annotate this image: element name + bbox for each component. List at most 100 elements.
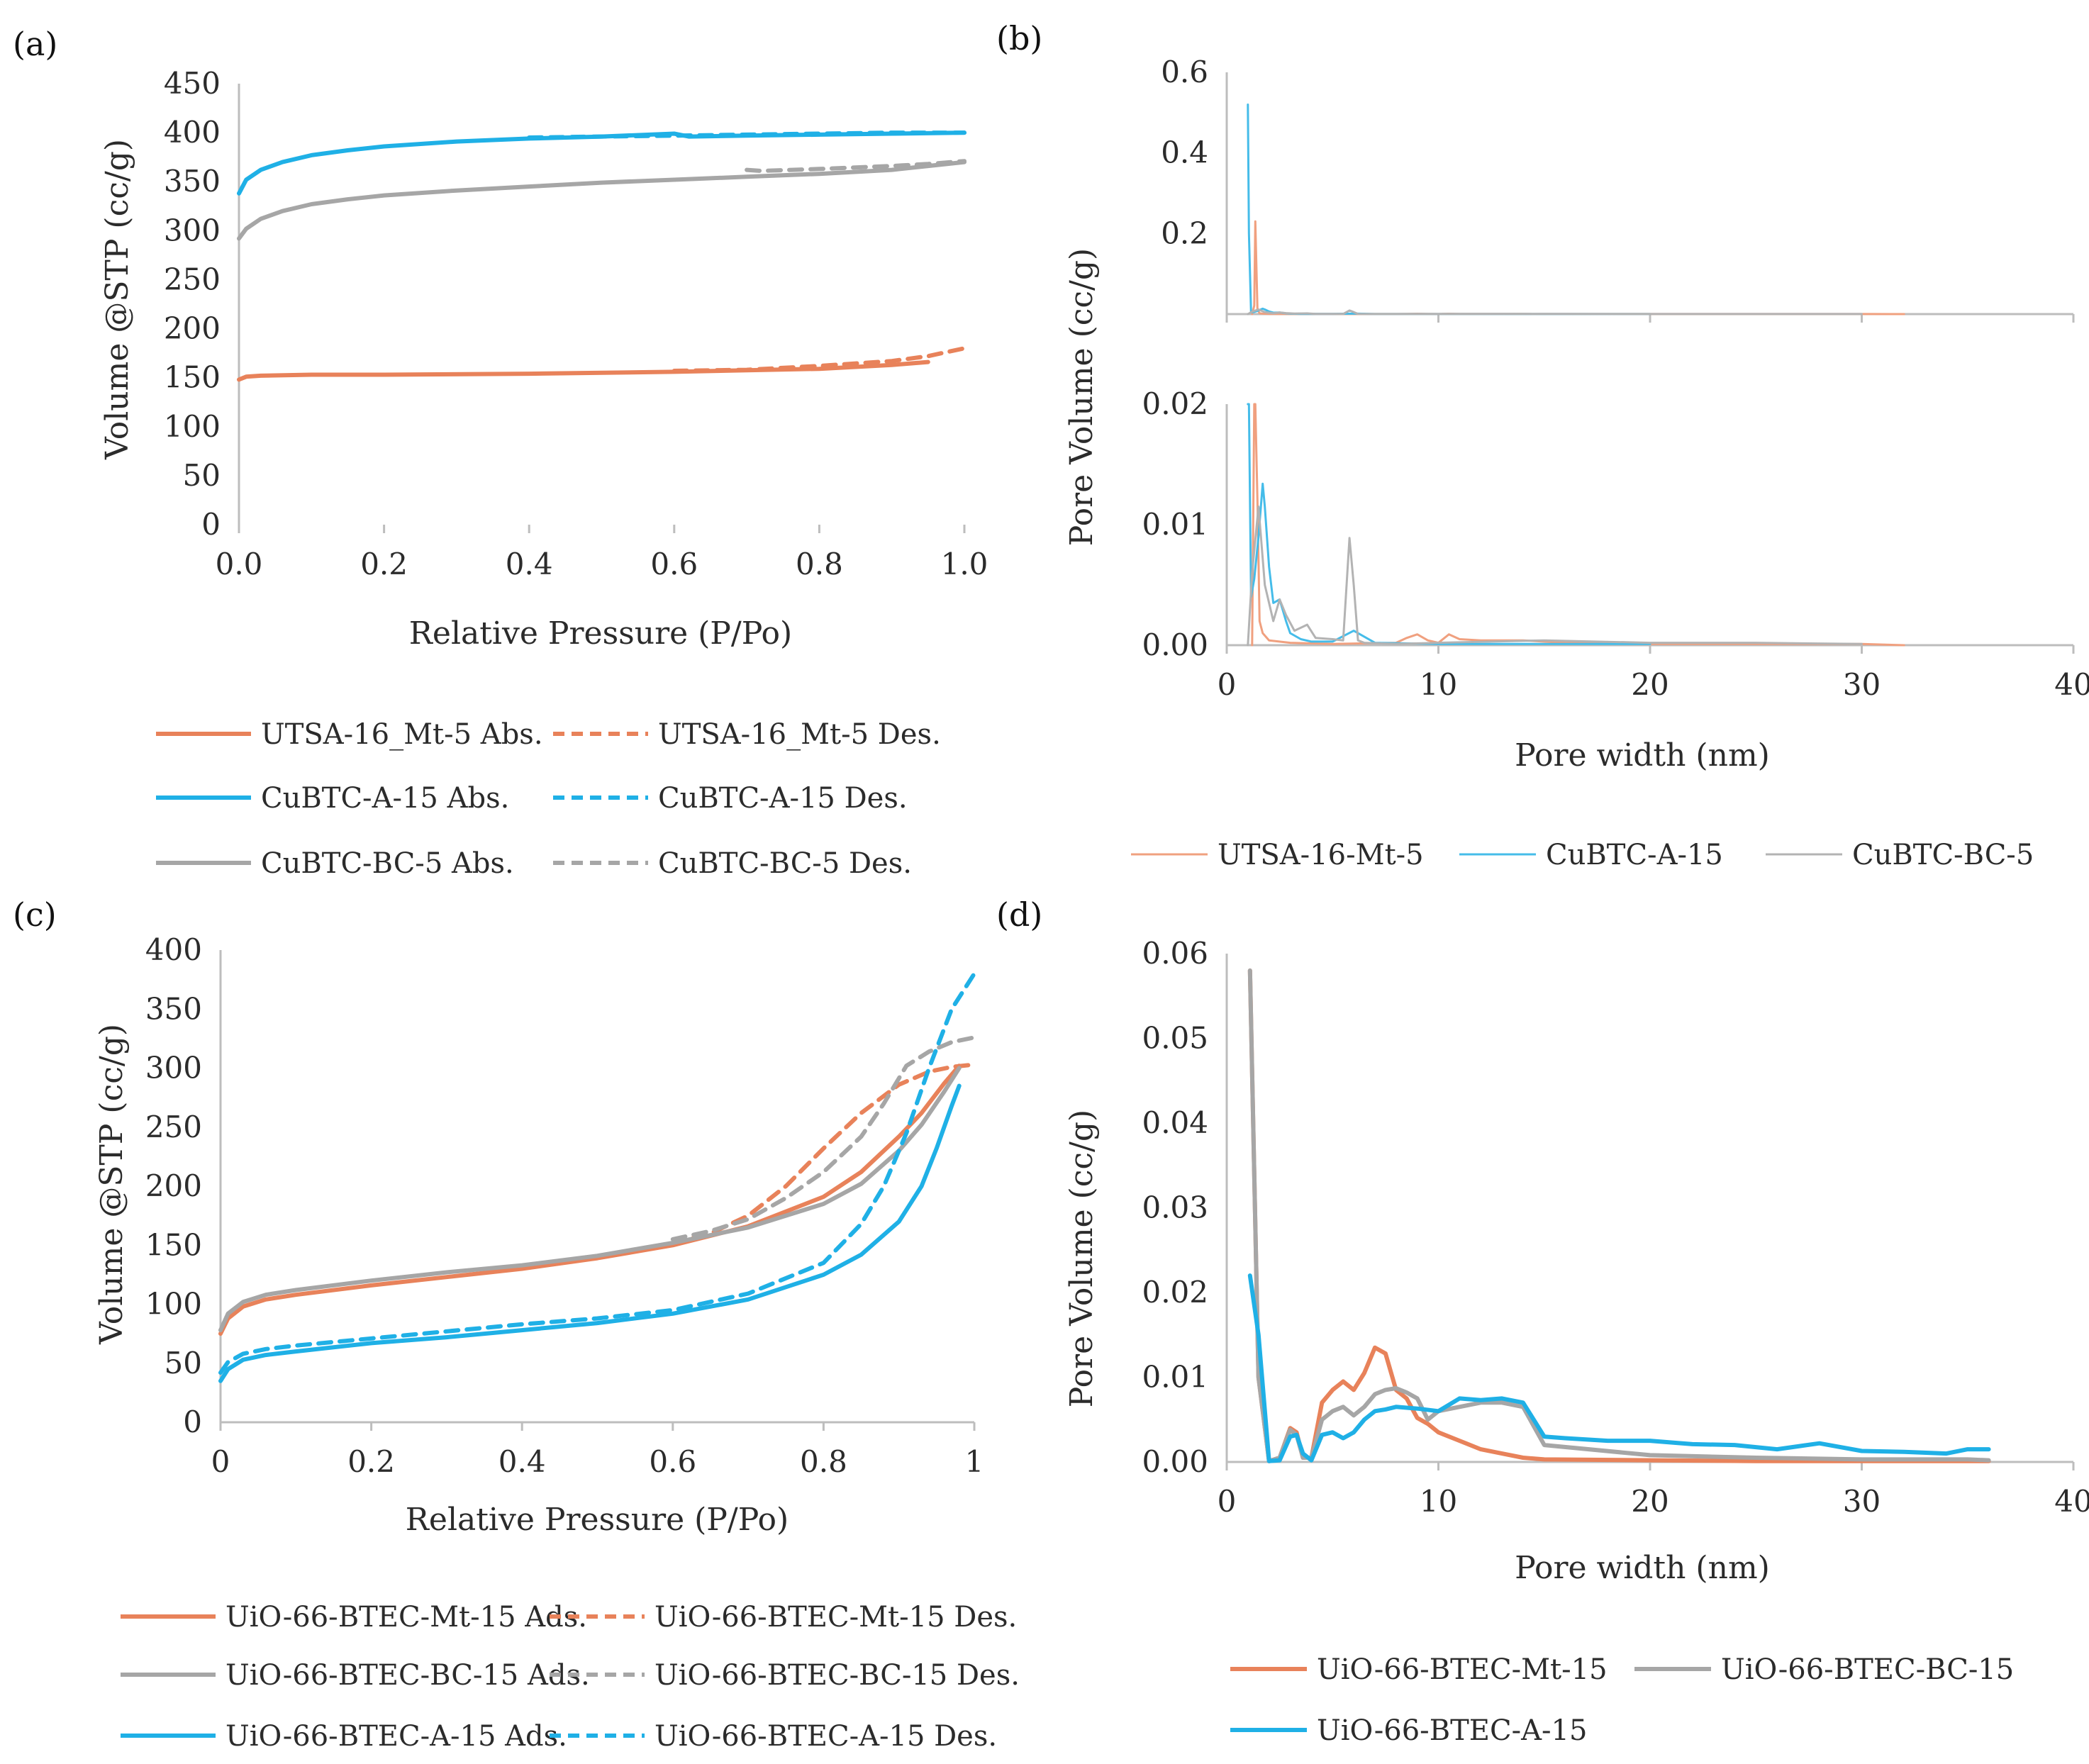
panel-b-upper-ytick-label: 0.2 (1161, 216, 1208, 250)
panel-a-xtick-label: 0.6 (650, 547, 698, 581)
panel-a-ytick-label: 0 (201, 507, 221, 542)
panel-d-xtick-label: 20 (1631, 1484, 1669, 1519)
panel-c-legend-label: UiO-66-BTEC-BC-15 Des. (654, 1659, 1020, 1692)
panel-c-legend-label: UiO-66-BTEC-BC-15 Ads. (225, 1659, 590, 1692)
panel-d-legend-label: UiO-66-BTEC-BC-15 (1721, 1653, 2014, 1686)
panel-b-legend: UTSA-16-Mt-5 CuBTC-A-15 CuBTC-BC-5 (1131, 839, 2034, 871)
panel-a: (a) 0 50 100 150 200 250 300 350 400 450 0.0 0.2 0.4… (13, 25, 988, 880)
panel-b: (b) 0.2 0.4 0.6 0.00 0.01 0.02 0 10 20 30 40 Pore … (996, 19, 2089, 871)
panel-d-axes: 0.00 0.01 0.02 0.03 0.04 0.05 0.06 0 10 20 30 40 (1142, 936, 2089, 1519)
panel-c-xtick-label: 0 (211, 1444, 230, 1479)
panel-c-legend-label: UiO-66-BTEC-A-15 Des. (654, 1720, 997, 1753)
panel-c-series-uio-66-btec-a-15-des (218, 971, 976, 1375)
panel-c-series-uio-66-btec-a-15-ads (218, 1083, 962, 1383)
panel-a-series-utsa-16-mt-5-abs (237, 359, 930, 382)
panel-d-series-uio-66-btec-bc-15 (1247, 968, 1991, 1463)
panel-b-legend-label: CuBTC-BC-5 (1852, 839, 2034, 871)
panel-b-xtick-label: 30 (1843, 667, 1881, 702)
panel-a-xtick-label: 0.2 (360, 547, 408, 581)
panel-c-axes: 0 50 100 150 200 250 300 350 400 0 0.2 0.4 0.6 0.8 1 (145, 932, 984, 1479)
panel-c-xlabel: Relative Pressure (P/Po) (406, 1502, 789, 1538)
panel-c-ytick-label: 350 (145, 991, 202, 1026)
panel-d-series-uio-66-btec-a-15 (1247, 1273, 1991, 1463)
panel-b-ylabel: Pore Volume (cc/g) (1064, 248, 1100, 546)
panel-c-ytick-label: 200 (145, 1168, 202, 1203)
panel-a-ytick-label: 300 (164, 213, 221, 247)
panel-b-xtick-label: 10 (1420, 667, 1457, 702)
panel-d-ytick-label: 0.04 (1142, 1105, 1208, 1140)
panel-d-xtick-label: 10 (1420, 1484, 1457, 1519)
panel-d-plot (1247, 968, 1991, 1463)
panel-d-legend-label: UiO-66-BTEC-Mt-15 (1317, 1653, 1608, 1686)
panel-c-ytick-label: 100 (145, 1287, 202, 1322)
panel-b-lower-ytick-label: 0.00 (1142, 627, 1208, 662)
panel-b-lower-series-cubtc-bc-5 (1247, 506, 1863, 647)
panel-b-upper-ytick-label: 0.6 (1161, 55, 1208, 89)
panel-c-legend: UiO-66-BTEC-Mt-15 Ads. UiO-66-BTEC-Mt-15 … (121, 1601, 1020, 1753)
panel-d-legend-label: UiO-66-BTEC-A-15 (1317, 1714, 1587, 1747)
panel-a-legend-label: CuBTC-A-15 Des. (658, 782, 908, 815)
panel-d-series-uio-66-btec-mt-15 (1247, 968, 1991, 1463)
panel-c-legend-label: UiO-66-BTEC-Mt-15 Ads. (225, 1601, 587, 1634)
panel-a-xtick-label: 1.0 (941, 547, 988, 581)
panel-c-xtick-label: 0.6 (649, 1444, 696, 1479)
panel-c-ytick-label: 250 (145, 1110, 202, 1144)
panel-c-ytick-label: 300 (145, 1051, 202, 1085)
panel-c-ytick-label: 400 (145, 932, 202, 967)
panel-a-legend: UTSA-16_Mt-5 Abs. UTSA-16_Mt-5 Des. CuBTC-… (156, 718, 941, 880)
panel-b-lower-series-cubtc-a-15 (1247, 403, 1651, 645)
panel-d-legend: UiO-66-BTEC-Mt-15 UiO-66-BTEC-BC-15 UiO-66… (1230, 1653, 2014, 1747)
panel-d-label: (d) (996, 895, 1042, 934)
panel-a-legend-label: CuBTC-BC-5 Abs. (261, 847, 514, 880)
panel-a-legend-label: CuBTC-A-15 Abs. (261, 782, 509, 815)
panel-a-legend-label: UTSA-16_Mt-5 Des. (658, 718, 941, 751)
panel-d-ytick-label: 0.05 (1142, 1021, 1208, 1056)
panel-d-ylabel: Pore Volume (cc/g) (1064, 1110, 1100, 1407)
panel-c-series-uio-66-btec-bc-15-ads (218, 1066, 962, 1333)
panel-d-xlabel: Pore width (nm) (1515, 1550, 1770, 1586)
panel-b-lower-ytick-label: 0.02 (1142, 386, 1208, 421)
panel-d-ytick-label: 0.02 (1142, 1275, 1208, 1310)
panel-a-series-cubtc-bc-5-abs (237, 160, 966, 241)
panel-a-ytick-label: 100 (164, 409, 221, 444)
panel-a-xtick-label: 0.0 (216, 547, 263, 581)
panel-c-legend-label: UiO-66-BTEC-A-15 Ads. (225, 1720, 567, 1753)
panel-b-legend-label: CuBTC-A-15 (1546, 839, 1723, 871)
panel-a-series-cubtc-bc-5-des (745, 159, 966, 173)
panel-c-xtick-label: 0.8 (800, 1444, 847, 1479)
panel-a-ytick-label: 350 (164, 164, 221, 199)
panel-b-upper-series-cubtc-bc-5 (1247, 308, 1863, 316)
panel-c-ytick-label: 0 (183, 1405, 202, 1439)
panel-a-xlabel: Relative Pressure (P/Po) (409, 615, 792, 652)
panel-a-series-cubtc-a-15-des (527, 130, 966, 140)
panel-a-axes: 0 50 100 150 200 250 300 350 400 450 0.0 0.2 0.4 0.6 0… (164, 66, 988, 581)
panel-a-ytick-label: 200 (164, 311, 221, 346)
panel-c-ytick-label: 150 (145, 1227, 202, 1262)
panel-d-xtick-label: 0 (1218, 1484, 1237, 1519)
panel-b-axes: 0.2 0.4 0.6 0.00 0.01 0.02 0 10 20 30 40 (1142, 55, 2089, 702)
panel-c-xtick-label: 0.4 (498, 1444, 546, 1479)
panel-b-xlabel: Pore width (nm) (1515, 737, 1770, 774)
panel-a-legend-label: CuBTC-BC-5 Des. (658, 847, 912, 880)
panel-d-xtick-label: 30 (1843, 1484, 1881, 1519)
panel-b-upper-ytick-label: 0.4 (1161, 135, 1208, 170)
panel-a-ytick-label: 450 (164, 66, 221, 101)
panel-b-label: (b) (996, 19, 1042, 57)
panel-b-lower-series-utsa-16-mt-5 (1251, 403, 1905, 647)
panel-a-plot (237, 130, 966, 382)
panel-d-ytick-label: 0.01 (1142, 1360, 1208, 1395)
panel-b-upper-series-utsa-16-mt-5 (1251, 220, 1905, 316)
panel-a-ytick-label: 250 (164, 262, 221, 296)
panel-c-xtick-label: 1 (965, 1444, 984, 1479)
panel-b-lower-ytick-label: 0.01 (1142, 507, 1208, 542)
panel-d: (d) 0.00 0.01 0.02 0.03 0.04 0.05 0.06 0 10 20 30 4… (996, 895, 2089, 1747)
panel-d-ytick-label: 0.06 (1142, 936, 1208, 971)
panel-a-ytick-label: 50 (183, 458, 221, 493)
panel-a-label: (a) (13, 25, 57, 63)
panel-c-label: (c) (13, 895, 57, 934)
panel-a-xtick-label: 0.8 (796, 547, 843, 581)
panel-a-ytick-label: 150 (164, 360, 221, 395)
panel-c-series-uio-66-btec-mt-15-des (670, 1062, 976, 1245)
